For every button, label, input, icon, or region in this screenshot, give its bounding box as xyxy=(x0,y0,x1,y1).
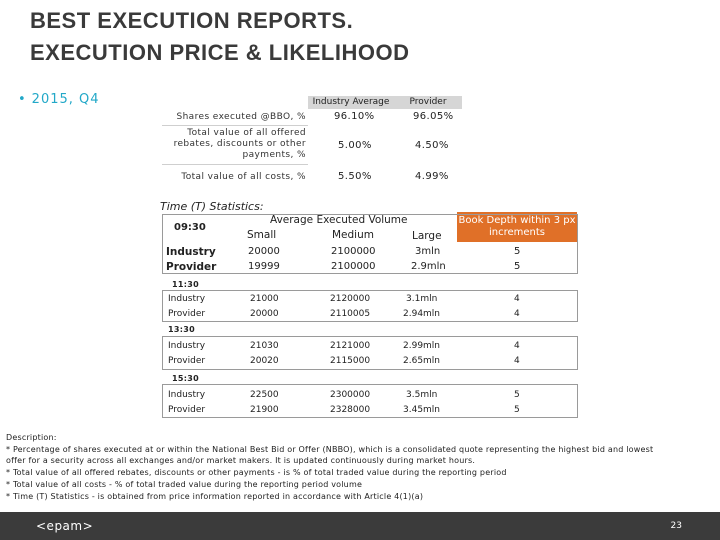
description: Description: * Percentage of shares exec… xyxy=(6,432,716,502)
col-small: Small xyxy=(247,229,277,241)
cell-medium: 2300000 xyxy=(330,390,371,400)
bullet-dot-icon: • xyxy=(18,92,26,107)
row-label-provider: Provider xyxy=(166,261,217,273)
cell-medium: 2115000 xyxy=(330,356,371,366)
cell-book-depth: 5 xyxy=(514,261,521,272)
page-number: 23 xyxy=(670,521,682,531)
slide-title-line-1: BEST EXECUTION REPORTS. xyxy=(30,8,354,33)
time-block-box xyxy=(162,384,578,418)
row-label-industry: Industry xyxy=(168,390,206,400)
row-label-industry: Industry xyxy=(168,294,206,304)
time-block-box xyxy=(162,290,578,322)
description-line: * Percentage of shares executed at or wi… xyxy=(6,444,654,454)
row-label-provider: Provider xyxy=(168,309,206,319)
cell-small: 21000 xyxy=(250,294,279,304)
cell-small: 21900 xyxy=(250,405,279,415)
row-label-provider: Provider xyxy=(168,356,206,366)
cell-book-depth: 4 xyxy=(514,294,520,304)
cell-medium: 2100000 xyxy=(331,246,376,257)
time-stats-title: Time (T) Statistics: xyxy=(160,200,264,213)
cell-book-depth: 5 xyxy=(514,405,520,415)
cell-medium: 2328000 xyxy=(330,405,371,415)
period-bullet: • 2015, Q4 xyxy=(18,92,100,107)
cell-book-depth: 5 xyxy=(514,246,521,257)
time-label: 11:30 xyxy=(172,280,199,289)
time-label: 15:30 xyxy=(172,374,199,383)
summary-provider-value: 4.99% xyxy=(415,171,449,182)
summary-provider-value: 96.05% xyxy=(413,111,454,122)
period-label: 2015, Q4 xyxy=(31,92,100,107)
description-line: * Total value of all costs - % of total … xyxy=(6,479,363,489)
description-heading: Description: xyxy=(6,433,57,442)
cell-large: 3.1mln xyxy=(406,294,438,304)
cell-small: 22500 xyxy=(250,390,279,400)
summary-industry-value: 96.10% xyxy=(334,111,375,122)
time-label: 09:30 xyxy=(174,222,206,233)
book-depth-header: Book Depth within 3 px increments xyxy=(457,212,577,242)
cell-small: 20020 xyxy=(250,356,279,366)
cell-large: 3.45mln xyxy=(403,405,441,415)
cell-book-depth: 4 xyxy=(514,309,520,319)
summary-row-label: Shares executed @BBO, % xyxy=(176,112,306,122)
col-large: Large xyxy=(412,230,442,242)
description-line: * Total value of all offered rebates, di… xyxy=(6,468,507,478)
cell-small: 20000 xyxy=(248,246,280,257)
cell-large: 2.65mln xyxy=(403,356,441,366)
cell-large: 2.99mln xyxy=(403,341,441,351)
cell-medium: 2120000 xyxy=(330,294,371,304)
time-label: 13:30 xyxy=(168,325,195,334)
cell-large: 2.9mln xyxy=(411,261,446,272)
row-label-industry: Industry xyxy=(168,341,206,351)
epam-logo: <epam> xyxy=(36,519,94,533)
description-line: offer for a security across all exchange… xyxy=(6,456,476,466)
footer-bar: <epam> 23 xyxy=(0,512,720,540)
summary-row-label: Total value of all offered rebates, disc… xyxy=(173,128,306,160)
col-medium: Medium xyxy=(332,229,374,241)
time-block-box xyxy=(162,214,578,274)
cell-book-depth: 4 xyxy=(514,356,520,366)
volume-header: Average Executed Volume xyxy=(270,214,408,226)
summary-header-provider: Provider xyxy=(394,96,462,109)
description-line: * Time (T) Statistics - is obtained from… xyxy=(6,491,424,501)
cell-medium: 2110005 xyxy=(330,309,371,319)
row-divider xyxy=(162,164,308,165)
cell-small: 21030 xyxy=(250,341,279,351)
summary-row-label: Total value of all costs, % xyxy=(181,172,306,182)
summary-industry-value: 5.00% xyxy=(338,140,372,151)
cell-large: 3.5mln xyxy=(406,390,438,400)
cell-small: 19999 xyxy=(248,261,280,272)
summary-provider-value: 4.50% xyxy=(415,140,449,151)
cell-medium: 2100000 xyxy=(331,261,376,272)
cell-large: 2.94mln xyxy=(403,309,441,319)
row-label-industry: Industry xyxy=(166,246,216,258)
slide-title-line-2: EXECUTION PRICE & LIKELIHOOD xyxy=(30,40,410,65)
cell-small: 20000 xyxy=(250,309,279,319)
cell-large: 3mln xyxy=(415,246,441,257)
row-label-provider: Provider xyxy=(168,405,206,415)
summary-industry-value: 5.50% xyxy=(338,171,372,182)
row-divider xyxy=(162,125,308,126)
cell-medium: 2121000 xyxy=(330,341,371,351)
cell-book-depth: 4 xyxy=(514,341,520,351)
summary-header-industry: Industry Average xyxy=(308,96,394,109)
time-block-box xyxy=(162,336,578,370)
cell-book-depth: 5 xyxy=(514,390,520,400)
